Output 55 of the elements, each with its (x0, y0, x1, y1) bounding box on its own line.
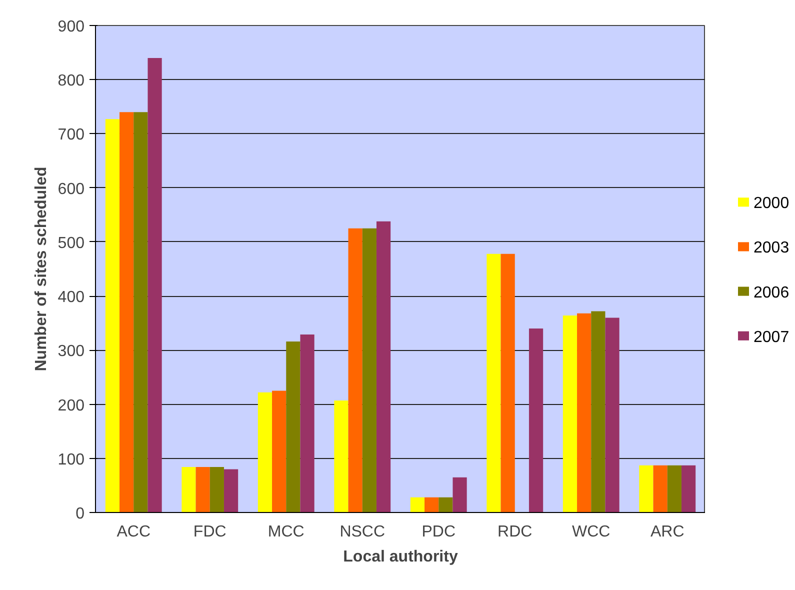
x-tick-label: WCC (572, 524, 610, 540)
bar (334, 400, 348, 512)
bar (120, 112, 134, 512)
x-tick-label: RDC (498, 524, 532, 540)
bar (210, 467, 224, 512)
bar (639, 465, 654, 512)
bar (438, 497, 453, 512)
bar (300, 334, 314, 512)
x-axis-title: Local authority (343, 548, 458, 566)
legend-label: 2000 (754, 195, 790, 212)
bar (486, 254, 501, 512)
bar (272, 390, 286, 512)
bar (362, 228, 376, 512)
bar (410, 497, 425, 512)
y-tick-label: 900 (58, 18, 85, 36)
y-tick-label: 700 (58, 126, 85, 144)
bar (376, 221, 391, 512)
y-tick-label: 100 (58, 451, 85, 468)
x-tick-label: MCC (268, 524, 304, 540)
y-tick-label: 800 (58, 72, 85, 90)
bar (134, 112, 148, 512)
y-tick-label: 200 (58, 397, 85, 414)
bar (452, 477, 467, 512)
bar (182, 467, 196, 512)
bar (105, 119, 120, 512)
bar (348, 228, 362, 512)
bar (528, 328, 544, 512)
y-axis-title: Number of sites scheduled (32, 166, 50, 372)
legend-label: 2003 (754, 240, 790, 257)
bar (286, 342, 300, 512)
bar (562, 316, 578, 512)
y-tick-label: 300 (58, 343, 85, 360)
x-tick-label: PDC (422, 524, 456, 540)
x-tick-label: ACC (116, 524, 151, 540)
bar (424, 497, 439, 512)
y-tick-label: 0 (76, 506, 85, 522)
bar (224, 469, 238, 512)
x-tick-label: NSCC (340, 524, 386, 540)
bar (577, 313, 592, 512)
bar (591, 311, 606, 512)
bar (196, 467, 210, 512)
y-tick-label: 600 (58, 180, 85, 198)
bar (605, 318, 620, 512)
legend-label: 2006 (754, 284, 790, 302)
legend-label: 2007 (754, 328, 790, 346)
x-tick-label: FDC (193, 524, 226, 540)
x-tick-label: ARC (650, 524, 684, 540)
bar (667, 465, 682, 512)
bar (258, 392, 272, 512)
bar (148, 58, 162, 512)
bar (653, 465, 668, 512)
bar (500, 254, 515, 512)
y-tick-label: 500 (58, 234, 85, 252)
y-tick-label: 400 (58, 289, 85, 306)
bar (681, 465, 696, 512)
